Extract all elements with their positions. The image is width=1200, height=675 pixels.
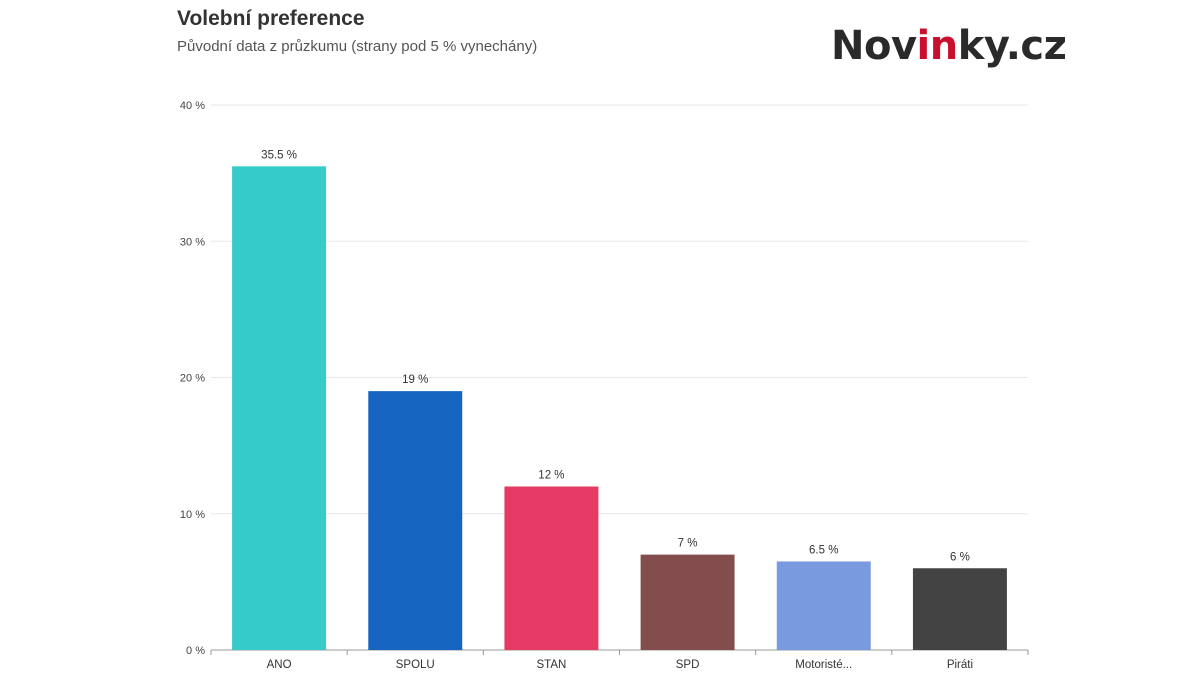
logo-accent: in [916,23,959,69]
x-tick-label: Piráti [947,659,973,671]
y-tick-label: 40 % [180,100,205,112]
y-tick-label: 10 % [180,509,205,521]
y-tick-label: 0 % [186,645,205,657]
bar-value-label: 7 % [678,538,698,550]
bar-motorist[interactable] [776,561,871,650]
bar-spolu[interactable] [368,391,463,650]
bar-value-label: 12 % [538,470,564,482]
y-tick-label: 20 % [180,373,205,385]
logo-suffix: ky.cz [957,23,1067,69]
novinky-logo[interactable]: Novinky.cz [831,23,1067,69]
bar-value-label: 6.5 % [809,544,838,556]
bar-value-label: 19 % [402,374,428,386]
grid-lines [210,104,1029,655]
labels: 0 % 10 % 20 % 30 % 40 % 35.5 % ANO 19 % SPOLU 12 … [180,100,973,671]
bar-value-label: 6 % [950,551,970,563]
bars [232,166,1007,650]
x-tick-label: SPD [676,659,700,671]
y-tick-label: 30 % [180,236,205,248]
chart-subtitle: Původní data z průzkumu (strany pod 5 % … [177,38,538,55]
bar-stan[interactable] [504,486,599,651]
bar-ano[interactable] [232,166,327,650]
chart-title: Volební preference [177,7,365,30]
bar-value-label: 35.5 % [261,149,297,161]
x-tick-label: Motoristé... [795,659,852,671]
x-tick-label: STAN [537,659,567,671]
bar-spd[interactable] [640,554,735,650]
x-tick-label: SPOLU [396,659,435,671]
logo-prefix: Nov [831,23,917,69]
x-tick-label: ANO [267,659,292,671]
bar-pirti[interactable] [912,568,1007,650]
